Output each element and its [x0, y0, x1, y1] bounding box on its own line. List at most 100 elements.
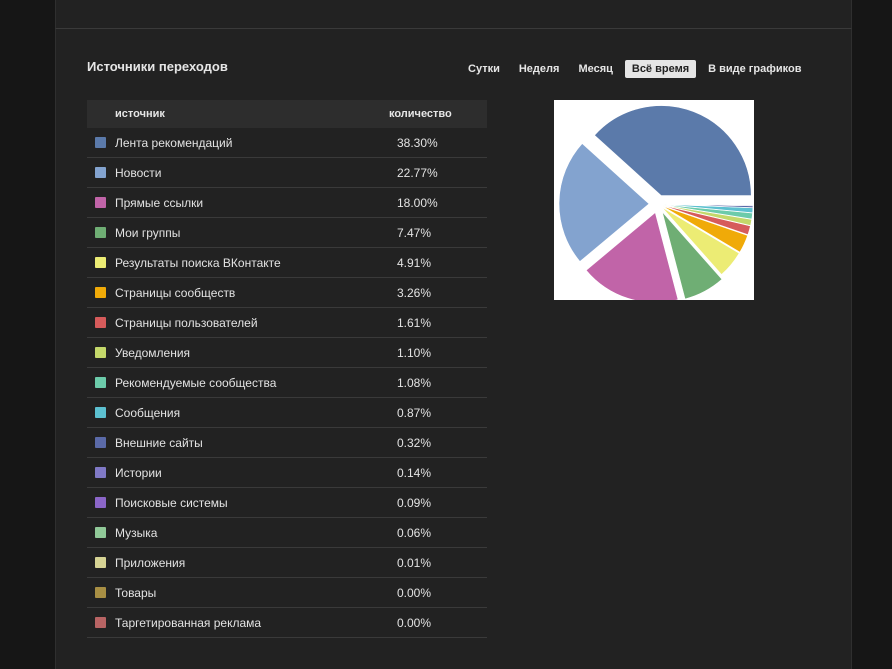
source-value: 7.47% — [361, 218, 487, 248]
source-name: Страницы пользователей — [115, 316, 258, 330]
source-name: Сообщения — [115, 406, 180, 420]
source-cell: Внешние сайты — [87, 428, 361, 458]
source-value: 3.26% — [361, 278, 487, 308]
period-day-tab[interactable]: Сутки — [461, 60, 507, 78]
source-value: 1.08% — [361, 368, 487, 398]
source-name: Новости — [115, 166, 161, 180]
legend-swatch — [95, 467, 106, 478]
source-cell: Уведомления — [87, 338, 361, 368]
source-cell: Рекомендуемые сообщества — [87, 368, 361, 398]
source-name: Прямые ссылки — [115, 196, 203, 210]
legend-swatch — [95, 587, 106, 598]
period-month-tab[interactable]: Месяц — [571, 60, 619, 78]
sources-table: источник количество Лента рекомендаций 38… — [87, 100, 487, 638]
legend-swatch — [95, 527, 106, 538]
column-header-count: количество — [361, 100, 487, 128]
source-value: 0.09% — [361, 488, 487, 518]
period-all-time-tab[interactable]: Всё время — [625, 60, 696, 78]
view-as-charts-tab[interactable]: В виде графиков — [701, 60, 808, 78]
legend-swatch — [95, 407, 106, 418]
legend-swatch — [95, 287, 106, 298]
table-row: Музыка 0.06% — [87, 518, 487, 548]
legend-swatch — [95, 497, 106, 508]
section-title: Источники переходов — [87, 59, 228, 74]
source-name: Лента рекомендаций — [115, 136, 232, 150]
source-name: Рекомендуемые сообщества — [115, 376, 276, 390]
source-name: Музыка — [115, 526, 157, 540]
source-name: Приложения — [115, 556, 185, 570]
source-cell: Мои группы — [87, 218, 361, 248]
traffic-sources-panel: Источники переходов Сутки Неделя Месяц В… — [55, 29, 852, 669]
source-cell: Таргетированная реклама — [87, 608, 361, 638]
table-row: Приложения 0.01% — [87, 548, 487, 578]
period-switcher: Сутки Неделя Месяц Всё время В виде граф… — [456, 59, 808, 78]
table-row: Страницы пользователей 1.61% — [87, 308, 487, 338]
table-row: Рекомендуемые сообщества 1.08% — [87, 368, 487, 398]
source-name: Результаты поиска ВКонтакте — [115, 256, 281, 270]
table-row: Истории 0.14% — [87, 458, 487, 488]
source-value: 0.87% — [361, 398, 487, 428]
source-value: 0.00% — [361, 578, 487, 608]
source-cell: Приложения — [87, 548, 361, 578]
source-name: Мои группы — [115, 226, 180, 240]
table-row: Результаты поиска ВКонтакте 4.91% — [87, 248, 487, 278]
legend-swatch — [95, 257, 106, 268]
legend-swatch — [95, 167, 106, 178]
pie-chart-box — [554, 100, 754, 300]
source-value: 0.32% — [361, 428, 487, 458]
source-value: 38.30% — [361, 128, 487, 158]
legend-swatch — [95, 227, 106, 238]
source-cell: Страницы сообществ — [87, 278, 361, 308]
table-row: Мои группы 7.47% — [87, 218, 487, 248]
legend-swatch — [95, 437, 106, 448]
table-row: Новости 22.77% — [87, 158, 487, 188]
legend-swatch — [95, 617, 106, 628]
source-name: Истории — [115, 466, 162, 480]
source-cell: Результаты поиска ВКонтакте — [87, 248, 361, 278]
table-header-row: источник количество — [87, 100, 487, 128]
pie-chart — [554, 100, 754, 300]
source-name: Уведомления — [115, 346, 190, 360]
source-value: 1.10% — [361, 338, 487, 368]
source-value: 22.77% — [361, 158, 487, 188]
table-row: Сообщения 0.87% — [87, 398, 487, 428]
legend-swatch — [95, 137, 106, 148]
column-header-source: источник — [87, 100, 361, 128]
source-cell: Лента рекомендаций — [87, 128, 361, 158]
legend-swatch — [95, 377, 106, 388]
source-name: Внешние сайты — [115, 436, 203, 450]
table-row: Лента рекомендаций 38.30% — [87, 128, 487, 158]
table-row: Поисковые системы 0.09% — [87, 488, 487, 518]
source-name: Страницы сообществ — [115, 286, 235, 300]
source-cell: Страницы пользователей — [87, 308, 361, 338]
source-cell: Истории — [87, 458, 361, 488]
table-row: Страницы сообществ 3.26% — [87, 278, 487, 308]
source-value: 1.61% — [361, 308, 487, 338]
source-cell: Сообщения — [87, 398, 361, 428]
source-value: 0.14% — [361, 458, 487, 488]
source-name: Товары — [115, 586, 156, 600]
source-value: 18.00% — [361, 188, 487, 218]
period-week-tab[interactable]: Неделя — [512, 60, 567, 78]
legend-swatch — [95, 197, 106, 208]
source-value: 4.91% — [361, 248, 487, 278]
source-cell: Музыка — [87, 518, 361, 548]
top-panel — [55, 0, 852, 29]
legend-swatch — [95, 317, 106, 328]
source-cell: Поисковые системы — [87, 488, 361, 518]
table-row: Внешние сайты 0.32% — [87, 428, 487, 458]
source-value: 0.01% — [361, 548, 487, 578]
legend-swatch — [95, 347, 106, 358]
source-cell: Прямые ссылки — [87, 188, 361, 218]
source-name: Таргетированная реклама — [115, 616, 261, 630]
table-row: Товары 0.00% — [87, 578, 487, 608]
source-cell: Товары — [87, 578, 361, 608]
source-value: 0.06% — [361, 518, 487, 548]
legend-swatch — [95, 557, 106, 568]
source-value: 0.00% — [361, 608, 487, 638]
source-cell: Новости — [87, 158, 361, 188]
source-name: Поисковые системы — [115, 496, 228, 510]
table-row: Прямые ссылки 18.00% — [87, 188, 487, 218]
table-row: Уведомления 1.10% — [87, 338, 487, 368]
table-row: Таргетированная реклама 0.00% — [87, 608, 487, 638]
